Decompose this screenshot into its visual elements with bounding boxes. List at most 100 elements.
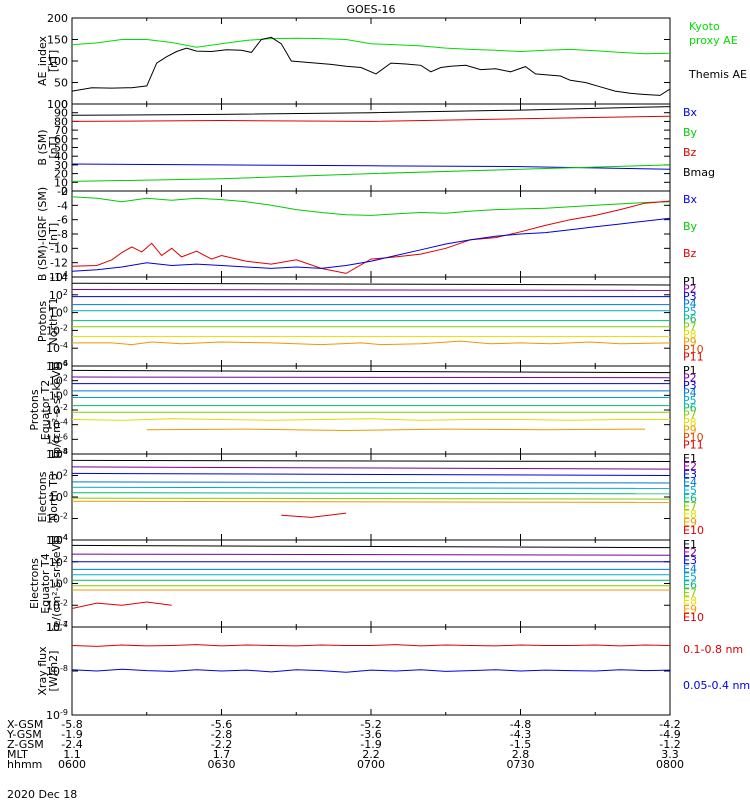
footer-ephemeris: X-GSM -5.8 -5.6 -5.2 -4.8 -4.2 Y-GSM -1.9 -2.8 -3…	[6, 718, 684, 771]
y-tick-label: -14	[50, 271, 68, 284]
legend-p1: P1	[683, 364, 697, 377]
y-tick-label: 104	[49, 447, 68, 461]
series-p1	[72, 282, 670, 286]
y-axis-label: Equator T4	[39, 553, 52, 613]
y-tick-label: 100	[47, 55, 68, 68]
legend-e7: E7	[683, 587, 697, 600]
footer-value: 1.7	[213, 748, 231, 761]
footer-row-label: X-GSM	[7, 718, 43, 731]
footer-value: 0700	[357, 758, 385, 771]
series-themis-ae	[72, 36, 670, 96]
legend-bx: Bx	[683, 106, 698, 119]
series-e5	[72, 486, 670, 489]
footer-value: 2.2	[362, 748, 380, 761]
y-tick-label: 80	[54, 115, 68, 128]
legend-e10: E10	[683, 611, 704, 624]
y-tick-label: 30	[54, 159, 68, 172]
footer-value: -2.2	[211, 738, 232, 751]
legend-e3: E3	[683, 554, 697, 567]
series-p8	[72, 418, 670, 421]
panel-frame	[71, 103, 671, 192]
footer-row-label: MLT	[7, 748, 28, 761]
series-group	[72, 196, 670, 274]
legend-e5: E5	[683, 570, 697, 583]
footer-value: -1.9	[360, 738, 381, 751]
y-axis-label: North T3	[47, 473, 60, 521]
panel-bigrf: -14-12 -10-8-6 -4-2 B (SM)-IGRF (SM)[nT] Bx B…	[36, 185, 698, 284]
series-bx	[72, 217, 670, 272]
panel-frame	[71, 365, 671, 455]
legend-e2: E2	[683, 460, 697, 473]
series-e1	[72, 544, 670, 549]
y-tick-label: 50	[54, 77, 68, 90]
series-e10	[281, 512, 347, 518]
legend-e4: E4	[683, 562, 697, 575]
series-p9	[72, 340, 670, 346]
footer-value: -1.9	[61, 728, 82, 741]
footer-row-label: Y-GSM	[6, 728, 42, 741]
footer-value: 0800	[656, 758, 684, 771]
legend-p11: P11	[683, 350, 704, 363]
legend-e9: E9	[683, 603, 697, 616]
series-bz	[72, 200, 670, 274]
legend-bmag: Bmag	[683, 166, 715, 179]
y-tick-label: 50	[54, 142, 68, 155]
y-tick-label: 70	[54, 124, 68, 137]
series-group	[72, 369, 670, 432]
y-axis-label: [nT]	[47, 136, 60, 158]
legend-bz: Bz	[683, 146, 697, 159]
legend-p9: P9	[683, 424, 697, 437]
legend-p5: P5	[683, 305, 697, 318]
y-tick-label: 100	[47, 98, 68, 111]
legend-e6: E6	[683, 579, 697, 592]
panel-frame	[71, 539, 671, 628]
series-p9	[146, 428, 646, 432]
y-tick-label: 0	[61, 185, 68, 198]
y-axis-label: Equator T2	[39, 380, 52, 440]
chart-title: GOES-16	[346, 3, 395, 16]
series-group	[72, 459, 670, 518]
legend-e8: E8	[683, 508, 697, 521]
legend-0-05-0-4-nm: 0.05-0.4 nm	[683, 679, 750, 692]
panel-frame	[71, 17, 671, 105]
y-axis-label: B (SM)-IGRF (SM)	[36, 187, 49, 281]
legend-p2: P2	[683, 371, 697, 384]
legend-kyoto: Kyoto	[689, 20, 720, 33]
y-axis-label: B (SM)	[36, 129, 49, 165]
footer-value: -1.5	[510, 738, 531, 751]
footer-value: -3.6	[360, 728, 381, 741]
series-bx	[72, 163, 670, 170]
footer-value: -4.8	[510, 718, 531, 731]
legend-p3: P3	[683, 379, 697, 392]
y-tick-label: 10	[54, 176, 68, 189]
legend-p4: P4	[683, 386, 697, 399]
series-e6	[72, 492, 670, 495]
series-p2	[72, 376, 670, 379]
series-e8	[72, 500, 670, 503]
y-axis-label: [e/(cm²-s-sr-keV)]	[50, 535, 63, 631]
legend-p1: P1	[683, 275, 697, 288]
y-axis-label: Protons	[28, 389, 41, 430]
legend-proxy-ae: proxy AE	[689, 34, 738, 47]
y-tick-label: 90	[54, 107, 68, 120]
footer-value: -4.2	[659, 718, 680, 731]
legend-e9: E9	[683, 516, 697, 529]
legend-p7: P7	[683, 320, 697, 333]
legend-p2: P2	[683, 283, 697, 296]
footer-value: -4.9	[659, 728, 680, 741]
legend-by: By	[683, 126, 698, 139]
legend-e1: E1	[683, 452, 697, 465]
legend-p8: P8	[683, 328, 697, 341]
legend-e4: E4	[683, 476, 697, 489]
panel-protons-t2: 10-810-610-410-2100102104ProtonsEquator …	[28, 359, 704, 461]
y-tick-label: -12	[50, 257, 68, 270]
footer-value: 2.8	[512, 748, 530, 761]
y-axis-label: AE_index	[36, 35, 49, 86]
footer-value: 0730	[507, 758, 535, 771]
